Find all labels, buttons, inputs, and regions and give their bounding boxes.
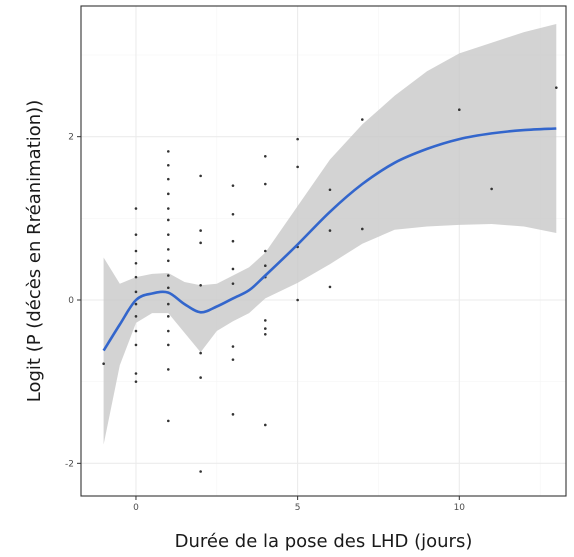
- data-points: [102, 86, 558, 473]
- data-point: [296, 137, 299, 141]
- data-point: [264, 264, 267, 268]
- data-point: [167, 207, 170, 210]
- data-point: [296, 165, 299, 169]
- data-point: [231, 358, 235, 361]
- data-point: [134, 249, 138, 253]
- x-axis-title: Durée de la pose des LHD (jours): [175, 531, 473, 552]
- data-point: [134, 372, 138, 375]
- data-point: [264, 327, 267, 330]
- data-point: [167, 218, 170, 222]
- data-point: [167, 419, 170, 423]
- data-point: [167, 248, 170, 251]
- data-point: [458, 108, 461, 112]
- data-point: [231, 184, 235, 187]
- data-point: [167, 259, 170, 263]
- x-tick-label: 10: [454, 503, 466, 513]
- data-point: [167, 343, 170, 347]
- smooth-line: [102, 127, 557, 352]
- confidence-ribbon: [103, 24, 557, 445]
- data-point: [328, 229, 332, 232]
- data-point: [199, 470, 202, 473]
- data-point: [134, 343, 138, 347]
- data-point: [199, 174, 202, 178]
- data-point: [199, 351, 202, 355]
- data-point: [134, 207, 138, 210]
- data-point: [264, 249, 267, 253]
- data-point: [167, 286, 170, 290]
- data-point: [167, 315, 170, 318]
- data-point: [167, 177, 170, 181]
- data-point: [134, 290, 138, 294]
- y-tick-label: 2: [68, 133, 74, 143]
- data-point: [134, 329, 138, 333]
- data-point: [231, 413, 235, 416]
- data-point: [167, 163, 170, 167]
- data-point: [231, 239, 235, 243]
- x-axis-ticks: 0 5 10: [133, 496, 465, 513]
- data-point: [134, 380, 138, 383]
- data-point: [134, 315, 138, 318]
- data-point: [167, 302, 170, 306]
- y-axis-ticks: -2 0 2: [65, 133, 81, 469]
- data-point: [328, 188, 332, 192]
- data-point: [167, 192, 170, 196]
- data-point: [296, 298, 299, 302]
- data-point: [231, 267, 235, 271]
- data-point: [134, 233, 138, 236]
- y-tick-label: -2: [65, 459, 74, 469]
- y-tick-label: 0: [68, 296, 74, 306]
- data-point: [361, 227, 364, 231]
- data-point: [231, 345, 235, 348]
- data-point: [134, 302, 138, 306]
- data-point: [134, 275, 138, 279]
- data-point: [199, 376, 202, 379]
- data-point: [328, 285, 332, 289]
- data-point: [199, 241, 202, 245]
- x-tick-label: 5: [295, 503, 301, 513]
- data-point: [264, 423, 267, 427]
- data-point: [231, 282, 235, 285]
- data-point: [102, 362, 105, 366]
- data-point: [134, 261, 138, 265]
- data-point: [167, 233, 170, 236]
- data-point: [167, 150, 170, 153]
- data-point: [231, 212, 235, 216]
- panel-border: [80, 5, 567, 497]
- y-axis-title: Logit (P (décès en Rréanimation)): [24, 100, 45, 402]
- data-point: [264, 333, 267, 336]
- data-point: [199, 284, 202, 287]
- data-point: [555, 86, 558, 89]
- data-point: [264, 319, 267, 322]
- data-point: [264, 154, 267, 158]
- data-point: [167, 274, 170, 277]
- data-point: [490, 187, 493, 191]
- data-point: [264, 182, 267, 186]
- data-point: [199, 229, 202, 232]
- x-tick-label: 0: [133, 503, 139, 513]
- data-point: [167, 329, 170, 333]
- data-point: [167, 368, 170, 371]
- data-point: [361, 118, 364, 121]
